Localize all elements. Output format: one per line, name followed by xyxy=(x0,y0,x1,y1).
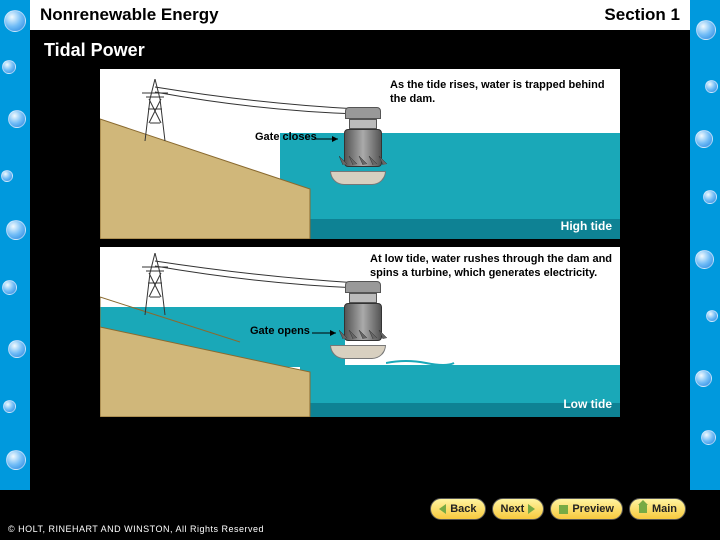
back-button[interactable]: Back xyxy=(430,498,485,520)
gate-label: Gate opens xyxy=(250,325,310,337)
turbine-icon xyxy=(340,281,386,359)
panel-low-tide: At low tide, water rushes through the da… xyxy=(100,247,620,417)
chapter-title: Nonrenewable Energy xyxy=(40,5,219,25)
tide-label: Low tide xyxy=(563,397,612,411)
square-icon xyxy=(559,505,568,514)
panel-caption: As the tide rises, water is trapped behi… xyxy=(390,79,610,107)
arrow-left-icon xyxy=(439,504,446,514)
diagram-container: As the tide rises, water is trapped behi… xyxy=(100,69,620,417)
panel-high-tide: As the tide rises, water is trapped behi… xyxy=(100,69,620,239)
back-label: Back xyxy=(450,503,476,515)
slide-footer: Back Next Preview Main © HOLT, RINEHART … xyxy=(0,490,720,540)
section-label: Section 1 xyxy=(604,5,680,25)
main-label: Main xyxy=(652,503,677,515)
turbine-icon xyxy=(340,107,386,185)
pylon-icon xyxy=(140,79,170,141)
nav-button-group: Back Next Preview Main xyxy=(430,498,686,520)
pylon-icon xyxy=(140,253,170,315)
arrow-right-icon xyxy=(528,504,535,514)
next-label: Next xyxy=(501,503,525,515)
slide-subtitle: Tidal Power xyxy=(30,30,690,69)
preview-button[interactable]: Preview xyxy=(550,498,623,520)
gate-label: Gate closes xyxy=(255,131,317,143)
preview-label: Preview xyxy=(572,503,614,515)
copyright-text: © HOLT, RINEHART AND WINSTON, All Rights… xyxy=(8,524,264,534)
panel-caption: At low tide, water rushes through the da… xyxy=(370,253,616,281)
home-icon xyxy=(638,504,648,514)
main-button[interactable]: Main xyxy=(629,498,686,520)
slide-header: Nonrenewable Energy Section 1 xyxy=(30,0,690,30)
next-button[interactable]: Next xyxy=(492,498,545,520)
tide-label: High tide xyxy=(561,219,612,233)
slide-content: Nonrenewable Energy Section 1 Tidal Powe… xyxy=(30,0,690,490)
water-flow-icon xyxy=(386,357,456,387)
